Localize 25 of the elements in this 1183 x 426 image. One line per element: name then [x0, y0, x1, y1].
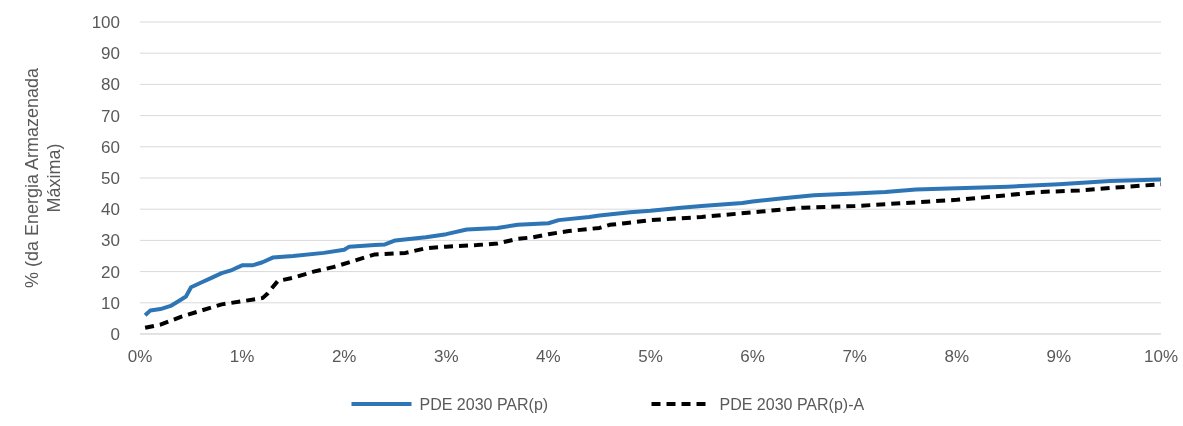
y-tick-label: 40: [101, 200, 120, 220]
x-tick-label: 9%: [1046, 347, 1072, 366]
y-tick-label: 80: [101, 75, 120, 95]
y-tick-label: 60: [101, 137, 120, 157]
legend-label: PDE 2030 PAR(p)-A: [719, 395, 865, 413]
y-tick-label: 70: [101, 106, 120, 126]
y-tick-label: 20: [101, 262, 120, 282]
x-tick-label: 4%: [536, 347, 561, 366]
x-tick-label: 3%: [434, 347, 459, 366]
y-tick-label: 100: [91, 12, 120, 32]
x-tick-label: 10%: [1143, 347, 1179, 366]
y-tick-label: 30: [101, 231, 120, 251]
y-tick-label: 50: [101, 168, 120, 188]
y-tick-label: 0: [110, 324, 120, 344]
y-tick-label: 90: [101, 44, 120, 64]
x-tick-label: 2%: [331, 347, 357, 366]
y-axis-title: % (da Energia Armazenada Máxima): [22, 66, 64, 289]
y-tick-label: 10: [101, 293, 120, 313]
x-tick-label: 0%: [127, 347, 153, 366]
x-tick-label: 8%: [944, 347, 970, 366]
legend-label: PDE 2030 PAR(p): [419, 395, 549, 413]
x-tick-label: 1%: [229, 347, 255, 366]
x-tick-label: 6%: [740, 347, 765, 366]
x-tick-label: 5%: [638, 347, 663, 366]
x-tick-label: 7%: [842, 347, 867, 366]
